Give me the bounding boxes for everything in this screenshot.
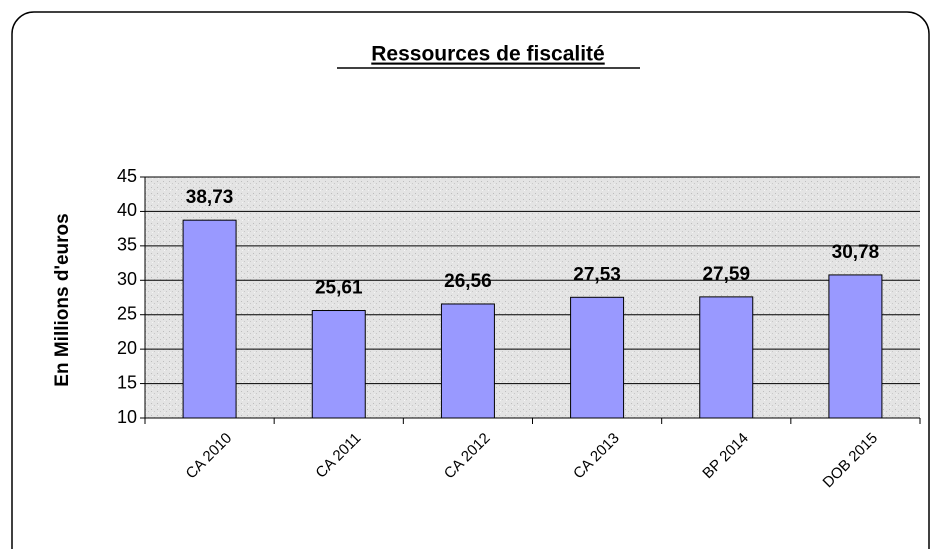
chart-title: Ressources de fiscalité — [371, 43, 604, 66]
y-tick-label: 35 — [117, 235, 137, 255]
y-axis-label: En Millions d'euros — [52, 213, 73, 386]
y-tick-label: 10 — [117, 407, 137, 427]
y-tick-label: 30 — [117, 269, 137, 289]
data-label: 26,56 — [444, 271, 492, 292]
y-tick-label: 20 — [117, 338, 137, 358]
data-label: 30,78 — [832, 242, 880, 263]
data-label: 27,53 — [573, 264, 621, 285]
bar — [311, 310, 366, 419]
bar — [699, 296, 754, 419]
y-tick-label: 45 — [117, 166, 137, 186]
y-tick-label: 25 — [117, 303, 137, 323]
data-label: 38,73 — [186, 187, 234, 208]
bar — [570, 296, 625, 419]
plot-area — [145, 177, 920, 418]
bar — [182, 219, 237, 419]
y-tick-label: 40 — [117, 200, 137, 220]
data-label: 27,59 — [702, 264, 750, 285]
data-label: 25,61 — [315, 278, 363, 299]
y-tick-label: 15 — [117, 372, 137, 392]
bar — [828, 274, 883, 419]
bar — [440, 303, 495, 419]
